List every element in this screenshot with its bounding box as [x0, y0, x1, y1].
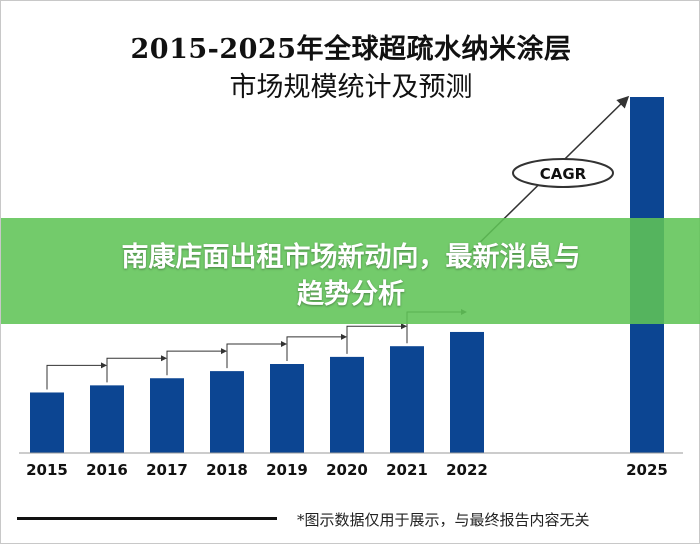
banner-headline-line-2: 趋势分析 [297, 279, 405, 310]
banner-headline-line-1: 南康店面出租市场新动向，最新消息与 [121, 242, 581, 273]
x-tick-label-2019: 2019 [266, 461, 308, 479]
x-tick-label-2020: 2020 [326, 461, 368, 479]
x-tick-label-2021: 2021 [386, 461, 428, 479]
chart-title-line-2: 市场规模统计及预测 [229, 72, 473, 103]
bar-2021 [390, 346, 424, 453]
growth-connector-2017 [166, 350, 224, 376]
growth-arrowhead-2017 [221, 348, 227, 355]
growth-arrowhead-2018 [281, 341, 287, 347]
growth-arrowhead-2015 [101, 362, 107, 369]
growth-connector-2019 [286, 336, 344, 361]
x-tick-label-2016: 2016 [86, 461, 128, 479]
bar-2015 [30, 392, 64, 453]
growth-connector-2018 [226, 343, 284, 369]
bar-2019 [270, 364, 304, 453]
growth-arrowhead-2019 [341, 333, 347, 340]
x-tick-label-2015: 2015 [26, 461, 68, 479]
x-tick-label-2022: 2022 [446, 461, 488, 479]
cagr-ellipse [512, 158, 614, 188]
growth-connector-2020 [346, 325, 404, 354]
cagr-annotation: CAGR [462, 95, 630, 260]
growth-connector-2016 [106, 357, 164, 383]
x-tick-label-2025: 2025 [626, 461, 668, 479]
overlay-banner: 南康店面出租市场新动向，最新消息与 趋势分析 [1, 218, 700, 324]
x-tick-label-2017: 2017 [146, 461, 188, 479]
growth-arrowhead-2020 [401, 323, 407, 330]
footnote-rule [17, 517, 277, 520]
growth-arrowhead-2016 [161, 355, 167, 362]
growth-connector-2015 [46, 364, 104, 390]
bar-2017 [150, 378, 184, 453]
bar-2020 [330, 356, 364, 453]
bar-2022 [450, 331, 484, 453]
cagr-label: CAGR [540, 165, 587, 183]
footnote: *图示数据仅用于展示，与最终报告内容无关 [297, 511, 590, 529]
bar-2016 [90, 385, 124, 453]
bar-2018 [210, 371, 244, 453]
chart-title-line-1: 2015-2025年全球超疏水纳米涂层 [130, 34, 572, 65]
x-tick-label-2018: 2018 [206, 461, 248, 479]
x-tick-labels: 2015 2016 2017 2018 2019 2020 2021 2022 2025 [26, 461, 668, 479]
